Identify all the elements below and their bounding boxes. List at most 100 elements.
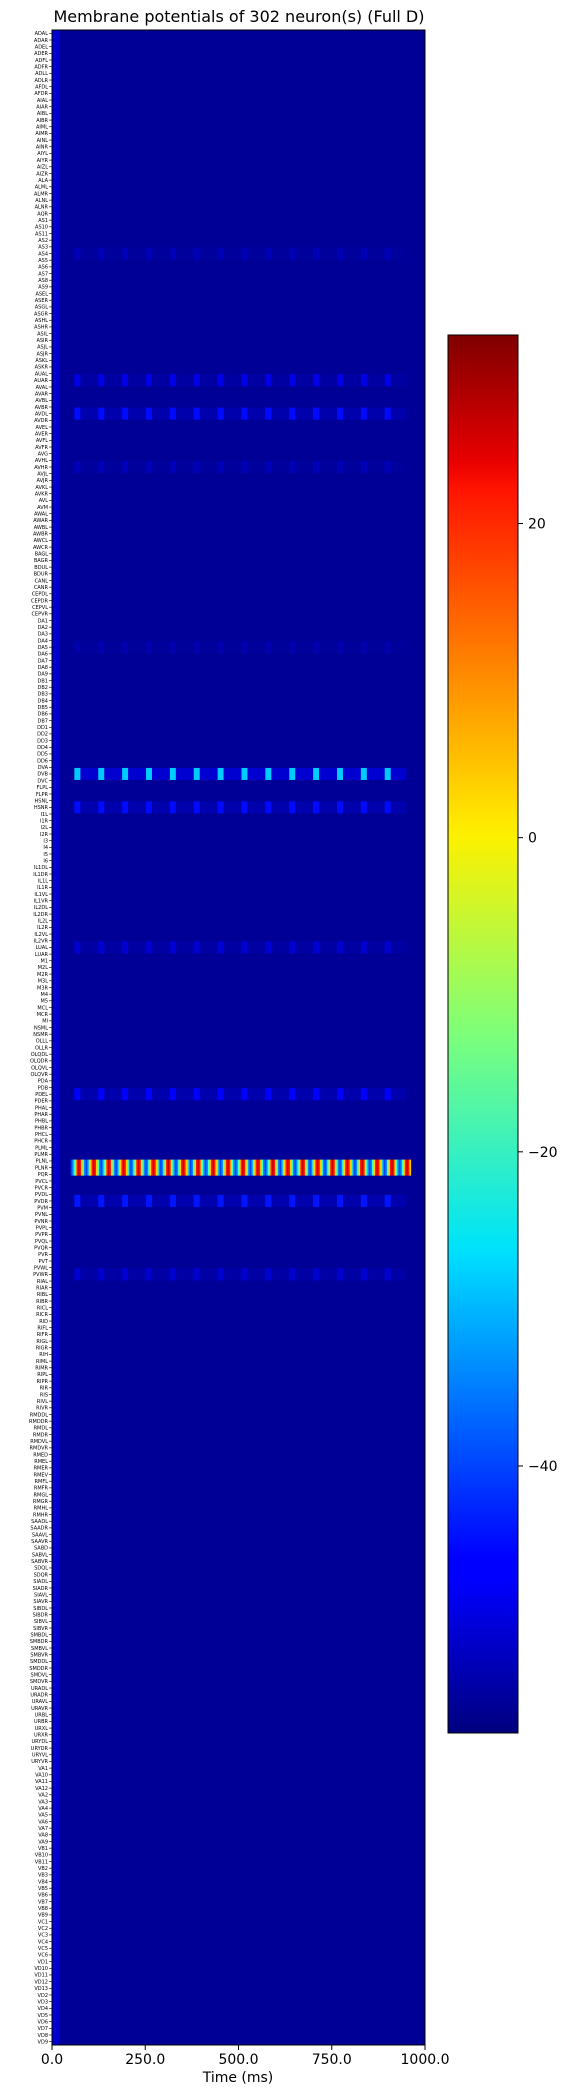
pulse-mark: [193, 767, 200, 780]
y-tick-label: AVHR: [34, 465, 48, 471]
y-tick-label: VA6: [38, 1819, 48, 1825]
y-tick-label: IL2DR: [33, 912, 48, 918]
heatmap-cell: [279, 1159, 282, 1176]
pulse-mark: [313, 461, 320, 474]
y-tick-label: VA2: [38, 1793, 48, 1799]
y-tick-label: AUAL: [35, 371, 49, 377]
y-tick-label: PVWL: [34, 1265, 48, 1271]
pulse-mark: [74, 374, 81, 387]
heatmap-cell: [85, 1159, 88, 1176]
y-tick-label: AS7: [38, 271, 48, 277]
y-tick-label: SDQR: [34, 1572, 49, 1578]
y-tick-label: AVBL: [35, 398, 48, 404]
pulse-mark: [289, 641, 296, 654]
y-tick-label: VB5: [38, 1886, 48, 1892]
y-tick-label: IL1R: [37, 885, 48, 891]
y-tick-label: RIFR: [37, 1332, 49, 1338]
heatmap-cell: [346, 1159, 349, 1176]
pulse-mark: [336, 374, 343, 387]
y-tick-label: DB5: [38, 705, 48, 711]
heatmap-cell: [257, 1159, 259, 1176]
heatmap-cell: [216, 1159, 219, 1176]
pulse-mark: [360, 1194, 367, 1207]
y-tick-label: DB3: [38, 692, 48, 698]
heatmap-cell: [169, 1159, 171, 1176]
heatmap-cell: [394, 1159, 397, 1176]
y-tick-label: RMDDR: [29, 1419, 48, 1425]
y-tick-label: RIVL: [37, 1399, 48, 1405]
pulse-mark: [74, 461, 81, 474]
y-tick-label: RMHL: [34, 1506, 49, 1512]
heatmap-cell: [309, 1159, 312, 1176]
y-tick-label: URYDL: [31, 1739, 48, 1745]
y-tick-label: VA9: [38, 1839, 48, 1845]
y-tick-label: VB6: [38, 1893, 48, 1899]
heatmap-cell: [369, 1159, 371, 1176]
y-tick-label: ASKL: [35, 358, 48, 364]
heatmap-plot: [51, 29, 426, 2046]
heatmap-cell: [82, 1159, 85, 1176]
heatmap-cell: [139, 1159, 142, 1176]
y-tick-label: PLMR: [34, 1152, 48, 1158]
y-tick-label: CANR: [34, 585, 49, 591]
pulse-mark: [360, 941, 367, 954]
pulse-mark: [289, 407, 296, 420]
pulse-mark: [217, 247, 224, 260]
y-tick-label: AS9: [38, 285, 48, 291]
pulse-mark: [384, 941, 391, 954]
heatmap-cell: [121, 1159, 124, 1176]
heatmap-cell: [231, 1159, 234, 1176]
pulse-mark: [74, 407, 81, 420]
pulse-mark: [384, 247, 391, 260]
row-base: [74, 801, 407, 814]
heatmap-cell: [79, 1159, 82, 1176]
y-tick-label: RIVR: [36, 1406, 48, 1412]
heatmap-cell: [118, 1159, 121, 1176]
y-tick-label: RIPL: [37, 1372, 48, 1378]
heatmap-cell: [107, 1159, 110, 1176]
pulse-mark: [169, 941, 176, 954]
colorbar-ticks: 20 0 −20 −40: [518, 516, 558, 1475]
heatmap-cell: [81, 1159, 83, 1176]
y-tick-label: AVBR: [35, 405, 49, 411]
heatmap-cell: [363, 1159, 365, 1176]
row-base: [74, 374, 407, 387]
y-tick-label: MI: [42, 1019, 48, 1025]
heatmap-cell: [201, 1159, 204, 1176]
pulse-mark: [145, 247, 152, 260]
y-tick-label: MCL: [37, 1005, 48, 1011]
pulse-mark: [384, 407, 391, 420]
heatmap-cell: [207, 1159, 210, 1176]
active-row-pvqr: [74, 1268, 407, 1281]
y-tick-label: RIGL: [36, 1339, 48, 1345]
heatmap-cell: [146, 1159, 149, 1176]
y-tick-label: VB9: [38, 1913, 48, 1919]
heatmap-cell: [358, 1159, 361, 1176]
y-tick-label: ASHR: [34, 325, 48, 331]
y-tick-label: AWCL: [34, 538, 49, 544]
x-tick-label: 0.0: [41, 2052, 63, 2068]
y-tick-label: BAGL: [35, 552, 49, 558]
heatmap-cell: [263, 1159, 265, 1176]
pulse-mark: [122, 461, 129, 474]
heatmap-cell: [76, 1159, 79, 1176]
y-tick-label: AUAR: [34, 378, 49, 384]
y-tick-label: BDUR: [34, 572, 49, 578]
pulse-mark: [360, 1088, 367, 1101]
heatmap-cell: [239, 1159, 242, 1176]
y-tick-label: AIAL: [37, 98, 48, 104]
heatmap-cell: [90, 1159, 92, 1176]
y-tick-label: OLQVR: [30, 1072, 48, 1078]
y-tick-label: AINR: [36, 145, 49, 151]
y-tick-label: PHBR: [34, 1125, 48, 1131]
y-tick-label: ADAL: [35, 31, 49, 37]
heatmap-cell: [112, 1159, 115, 1176]
heatmap-cell: [128, 1159, 131, 1176]
pulse-mark: [313, 641, 320, 654]
heatmap-cell: [155, 1159, 158, 1176]
pulse-mark: [313, 941, 320, 954]
heatmap-cell: [388, 1159, 391, 1176]
heatmap-cell: [312, 1159, 315, 1176]
y-tick-label: AS1: [38, 218, 48, 224]
x-tick-label: 250.0: [125, 2052, 165, 2068]
